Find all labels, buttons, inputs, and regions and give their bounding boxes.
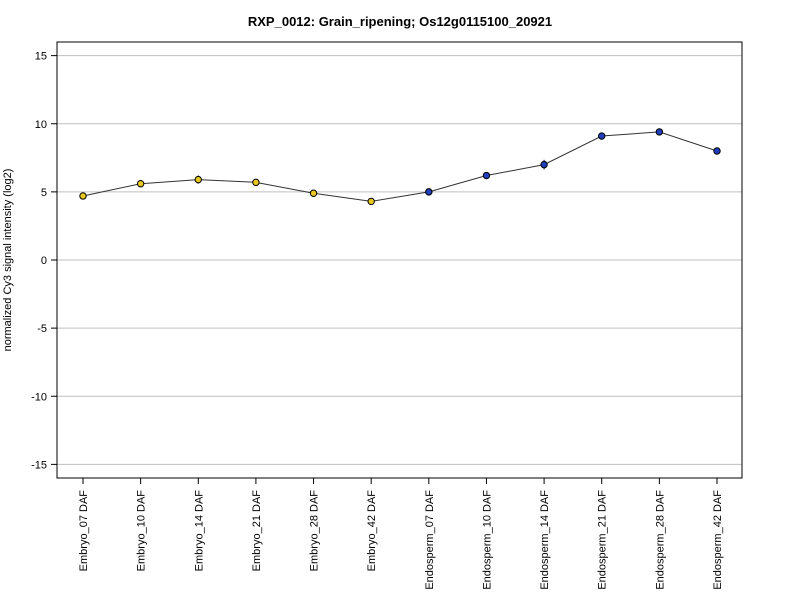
data-point xyxy=(540,160,548,169)
data-point xyxy=(425,188,433,196)
data-point xyxy=(252,178,260,187)
data-point xyxy=(713,147,721,155)
data-point xyxy=(194,175,202,184)
data-point xyxy=(482,171,491,180)
y-tick-label: -5 xyxy=(37,323,47,335)
y-tick-label: -15 xyxy=(31,459,47,471)
x-tick-label: Endosperm_28 DAF xyxy=(654,490,666,590)
x-tick-label: Embryo_10 DAF xyxy=(136,490,148,572)
y-tick-label: 5 xyxy=(41,187,47,199)
y-tick-label: -10 xyxy=(31,391,47,403)
x-tick-label: Endosperm_42 DAF xyxy=(712,490,724,590)
chart-title: RXP_0012: Grain_ripening; Os12g0115100_2… xyxy=(248,14,552,29)
data-point xyxy=(367,197,375,206)
series xyxy=(79,128,721,206)
y-tick-label: 15 xyxy=(35,51,47,63)
grid-lines xyxy=(57,55,742,465)
x-tick-label: Endosperm_21 DAF xyxy=(597,490,609,590)
x-tick-label: Embryo_28 DAF xyxy=(309,490,321,572)
x-tick-label: Embryo_21 DAF xyxy=(251,490,263,572)
x-tick-label: Embryo_14 DAF xyxy=(193,490,205,572)
series-line xyxy=(82,131,718,202)
y-tick-label: 0 xyxy=(41,255,47,267)
plot-frame xyxy=(56,41,743,479)
data-point xyxy=(309,189,318,197)
x-tick-label: Endosperm_07 DAF xyxy=(424,490,436,590)
y-axis: 15 10 5 0 -5 -10 -15 xyxy=(31,51,57,471)
x-axis: Embryo_07 DAF Embryo_10 DAF Embryo_14 DAF E… xyxy=(78,478,724,590)
y-axis-title: normalized Cy3 signal intensity (log2) xyxy=(2,169,14,352)
x-tick-label: Endosperm_10 DAF xyxy=(481,490,493,590)
data-point xyxy=(655,128,664,136)
x-tick-label: Embryo_07 DAF xyxy=(78,490,90,572)
x-tick-label: Endosperm_14 DAF xyxy=(539,490,551,590)
data-point xyxy=(136,180,145,188)
data-point xyxy=(598,132,606,140)
y-tick-label: 10 xyxy=(35,119,47,131)
data-point xyxy=(79,192,87,200)
x-tick-label: Embryo_42 DAF xyxy=(366,490,378,572)
